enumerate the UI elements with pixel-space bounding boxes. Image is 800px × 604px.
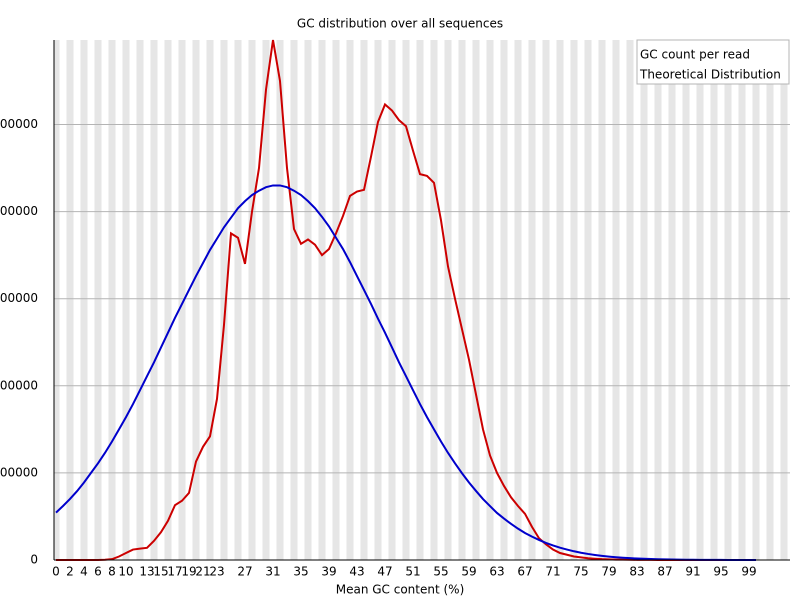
- band: [402, 40, 410, 560]
- band: [290, 40, 298, 560]
- band: [304, 40, 312, 560]
- x-tick-label: 6: [94, 565, 102, 579]
- band: [626, 40, 634, 560]
- x-tick-label: 15: [153, 565, 168, 579]
- x-tick-label: 91: [685, 565, 700, 579]
- x-tick-label: 0: [52, 565, 60, 579]
- y-tick-label: 100000: [0, 465, 38, 479]
- band: [54, 40, 60, 560]
- x-tick-label: 67: [517, 565, 532, 579]
- band: [724, 40, 732, 560]
- band: [318, 40, 326, 560]
- band: [66, 40, 74, 560]
- x-tick-label: 8: [108, 565, 116, 579]
- x-tick-label: 63: [489, 565, 504, 579]
- band: [346, 40, 354, 560]
- band: [570, 40, 578, 560]
- y-tick-label: 500000: [0, 117, 38, 131]
- x-tick-label: 13: [139, 565, 154, 579]
- band: [598, 40, 606, 560]
- band: [640, 40, 648, 560]
- band: [108, 40, 116, 560]
- x-tick-label: 47: [377, 565, 392, 579]
- x-tick-label: 87: [657, 565, 672, 579]
- chart-title: GC distribution over all sequences: [297, 17, 503, 31]
- band: [654, 40, 662, 560]
- band: [262, 40, 270, 560]
- band: [528, 40, 536, 560]
- x-tick-label: 71: [545, 565, 560, 579]
- x-tick-label: 10: [118, 565, 133, 579]
- band: [514, 40, 522, 560]
- x-tick-label: 39: [321, 565, 336, 579]
- y-tick-label: 400000: [0, 204, 38, 218]
- x-tick-label: 4: [80, 565, 88, 579]
- band: [178, 40, 186, 560]
- band: [584, 40, 592, 560]
- x-tick-label: 59: [461, 565, 476, 579]
- x-tick-label: 83: [629, 565, 644, 579]
- band: [472, 40, 480, 560]
- x-tick-label: 21: [195, 565, 210, 579]
- band: [374, 40, 382, 560]
- x-tick-label: 17: [167, 565, 182, 579]
- band: [416, 40, 424, 560]
- x-axis-title: Mean GC content (%): [336, 583, 465, 597]
- band: [164, 40, 172, 560]
- band: [388, 40, 396, 560]
- legend-entry: GC count per read: [640, 48, 750, 62]
- series-line: [55, 184, 757, 561]
- y-tick-label: 200000: [0, 378, 38, 392]
- band: [234, 40, 242, 560]
- x-tick-label: 31: [265, 565, 280, 579]
- x-tick-label: 79: [601, 565, 616, 579]
- band: [696, 40, 704, 560]
- x-tick-label: 43: [349, 565, 364, 579]
- band: [458, 40, 466, 560]
- band: [332, 40, 340, 560]
- legend-entry: Theoretical Distribution: [639, 68, 781, 82]
- band: [192, 40, 200, 560]
- legend-box: [636, 39, 790, 85]
- band: [360, 40, 368, 560]
- band: [542, 40, 550, 560]
- band: [136, 40, 144, 560]
- band: [612, 40, 620, 560]
- x-tick-label: 75: [573, 565, 588, 579]
- band: [248, 40, 256, 560]
- x-tick-label: 51: [405, 565, 420, 579]
- band: [276, 40, 284, 560]
- x-tick-label: 19: [181, 565, 196, 579]
- x-tick-label: 23: [209, 565, 224, 579]
- band: [430, 40, 438, 560]
- band: [710, 40, 718, 560]
- x-tick-label: 35: [293, 565, 308, 579]
- band: [500, 40, 508, 560]
- band: [682, 40, 690, 560]
- band: [668, 40, 676, 560]
- band: [122, 40, 130, 560]
- y-tick-label: 300000: [0, 291, 38, 305]
- x-tick-label: 2: [66, 565, 74, 579]
- band: [220, 40, 228, 560]
- y-tick-label: 0: [30, 553, 38, 567]
- x-tick-label: 27: [237, 565, 252, 579]
- band: [206, 40, 214, 560]
- band: [150, 40, 158, 560]
- band: [738, 40, 746, 560]
- band: [486, 40, 494, 560]
- band: [752, 40, 760, 560]
- x-tick-label: 99: [741, 565, 756, 579]
- band: [444, 40, 452, 560]
- x-tick-label: 95: [713, 565, 728, 579]
- band: [766, 40, 774, 560]
- band: [556, 40, 564, 560]
- band: [94, 40, 102, 560]
- band: [780, 40, 788, 560]
- x-tick-label: 55: [433, 565, 448, 579]
- band: [80, 40, 88, 560]
